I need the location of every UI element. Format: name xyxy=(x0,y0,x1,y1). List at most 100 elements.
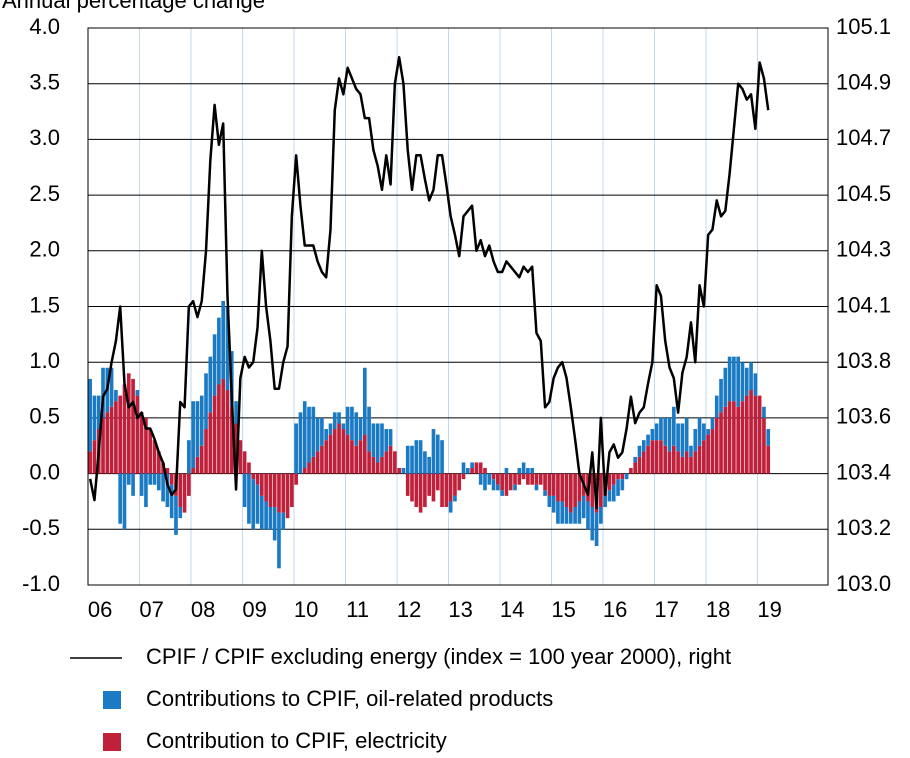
bar xyxy=(191,401,195,469)
bar xyxy=(740,362,745,402)
bar xyxy=(328,434,333,474)
bar xyxy=(534,484,539,491)
bar xyxy=(384,429,389,452)
bar xyxy=(568,512,573,524)
bar xyxy=(697,445,702,474)
bar xyxy=(568,473,573,513)
bar xyxy=(135,395,140,474)
bar xyxy=(573,507,577,524)
bar xyxy=(388,429,393,446)
bar xyxy=(208,412,213,474)
bar xyxy=(671,406,676,446)
bar xyxy=(277,512,281,569)
bar xyxy=(749,390,753,474)
bar xyxy=(654,440,659,474)
bar xyxy=(470,462,474,469)
bar xyxy=(624,473,629,480)
bar xyxy=(659,440,663,474)
bar xyxy=(393,451,397,474)
y2-tick-label: 104.7 xyxy=(836,125,891,150)
bar xyxy=(478,473,483,485)
bar xyxy=(229,406,234,474)
bar xyxy=(375,462,380,474)
bar xyxy=(302,468,307,474)
bar xyxy=(538,473,543,485)
bar xyxy=(431,473,436,502)
bar xyxy=(367,406,371,452)
bar xyxy=(641,451,646,474)
bar xyxy=(710,417,715,430)
bar xyxy=(736,406,741,474)
bar xyxy=(101,417,105,474)
bar xyxy=(543,490,547,496)
bar xyxy=(225,390,230,474)
bar xyxy=(109,406,114,474)
bar xyxy=(367,451,371,474)
bar xyxy=(435,473,440,491)
bar xyxy=(762,417,766,474)
bar xyxy=(500,473,504,491)
bar xyxy=(440,440,444,474)
y-tick-label: 1.0 xyxy=(29,348,60,373)
bar xyxy=(165,473,170,508)
y2-tick-label: 104.1 xyxy=(836,292,891,317)
bar xyxy=(487,473,492,485)
x-tick-label: 19 xyxy=(757,597,781,622)
bar xyxy=(221,300,226,379)
bar xyxy=(706,429,710,435)
bar xyxy=(744,395,749,474)
bar xyxy=(710,429,715,474)
bar xyxy=(418,473,423,513)
bar xyxy=(684,417,689,452)
bar xyxy=(307,406,311,463)
bar xyxy=(633,456,638,463)
bar xyxy=(354,445,359,474)
bar xyxy=(423,473,427,508)
bar xyxy=(118,395,123,474)
bar xyxy=(513,484,517,491)
bar xyxy=(414,473,419,508)
bar xyxy=(453,495,457,502)
bar xyxy=(680,423,685,457)
legend-label: Contribution to CPIF, electricity xyxy=(146,728,447,753)
bar xyxy=(714,395,719,418)
bar xyxy=(732,356,736,402)
bar xyxy=(671,445,676,474)
bar xyxy=(225,306,230,391)
bar xyxy=(719,412,723,474)
bar xyxy=(264,501,268,530)
y2-tick-label: 104.3 xyxy=(836,237,891,262)
bar xyxy=(217,384,221,474)
bar xyxy=(534,473,539,485)
bar xyxy=(629,468,633,474)
bar xyxy=(126,473,131,485)
bar xyxy=(594,512,599,547)
x-tick-label: 13 xyxy=(448,597,472,622)
bar xyxy=(350,440,354,474)
bar xyxy=(448,501,453,513)
bar xyxy=(114,390,118,402)
bar xyxy=(637,445,642,457)
bar xyxy=(139,412,144,474)
bar xyxy=(697,417,702,446)
bar xyxy=(431,429,436,474)
bar xyxy=(380,423,384,457)
bar xyxy=(362,367,367,435)
bar xyxy=(757,395,762,474)
bar xyxy=(504,473,509,496)
bar xyxy=(152,440,157,474)
bar xyxy=(405,445,410,474)
bar xyxy=(350,406,354,441)
bar xyxy=(324,429,329,441)
bar xyxy=(611,484,616,502)
bar xyxy=(753,373,758,396)
bar xyxy=(285,473,290,519)
bar xyxy=(714,417,719,474)
bar xyxy=(88,451,92,474)
bar xyxy=(251,479,256,530)
bar xyxy=(650,440,655,474)
bar xyxy=(637,456,642,474)
bar xyxy=(732,401,736,474)
bar xyxy=(762,406,766,418)
bar xyxy=(723,367,728,407)
